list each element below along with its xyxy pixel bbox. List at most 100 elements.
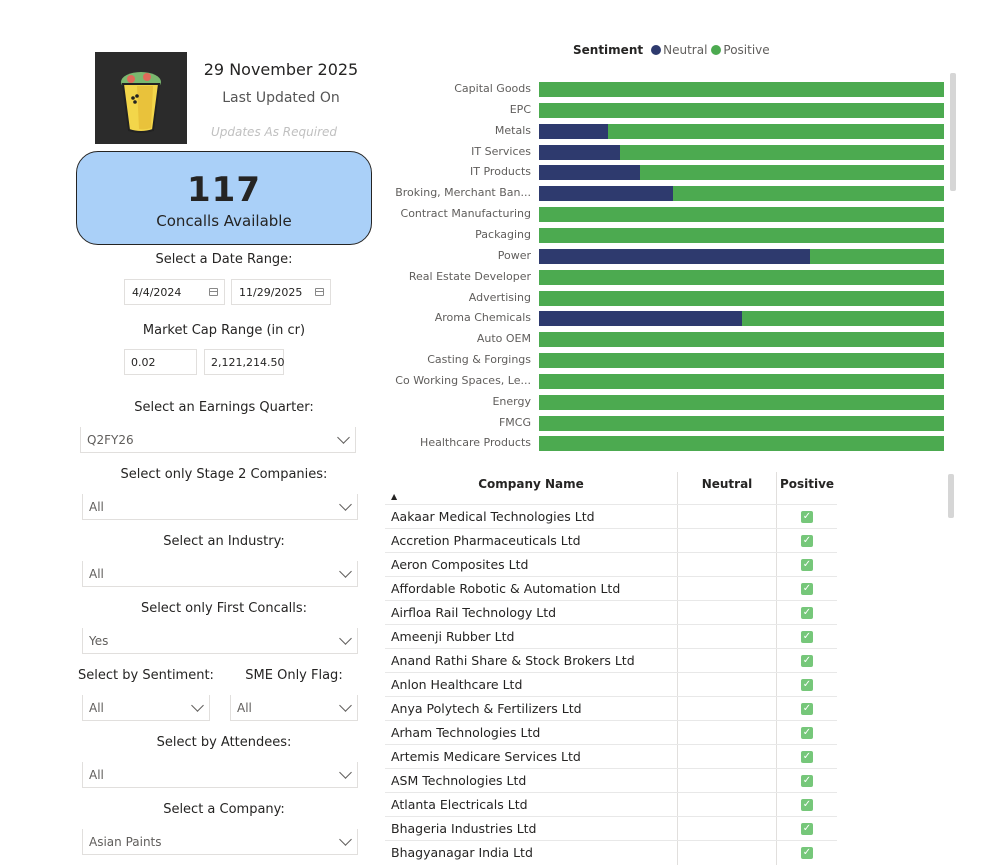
category-label: Healthcare Products <box>420 436 531 450</box>
first-concalls-dropdown[interactable]: Yes <box>82 628 358 654</box>
positive-segment[interactable] <box>620 144 944 160</box>
table-scrollbar[interactable] <box>948 474 954 518</box>
positive-segment[interactable] <box>539 394 944 410</box>
table-row[interactable]: Atlanta Electricals Ltd ✓ <box>385 792 837 817</box>
positive-segment[interactable] <box>539 82 944 97</box>
positive-segment[interactable] <box>607 123 944 139</box>
sentiment-bar[interactable] <box>539 353 944 369</box>
positive-segment[interactable] <box>741 311 944 327</box>
first-concalls-label: Select only First Concalls: <box>140 601 308 616</box>
chevron-down-icon[interactable] <box>339 766 352 779</box>
sentiment-bar[interactable] <box>539 311 944 327</box>
table-row[interactable]: Anya Polytech & Fertilizers Ltd ✓ <box>385 696 837 721</box>
chevron-down-icon[interactable] <box>337 431 350 444</box>
sentiment-bar[interactable] <box>539 102 944 118</box>
positive-segment[interactable] <box>672 186 944 202</box>
column-divider <box>776 769 777 793</box>
sentiment-bar[interactable] <box>539 227 944 243</box>
sentiment-bar[interactable] <box>539 269 944 285</box>
calendar-icon[interactable] <box>209 288 218 296</box>
company-dropdown[interactable]: Asian Paints <box>82 829 358 855</box>
table-row[interactable]: Airfloa Rail Technology Ltd ✓ <box>385 600 837 625</box>
column-header-company[interactable]: Company Name <box>478 477 584 491</box>
column-divider <box>677 529 678 553</box>
table-row[interactable]: Arham Technologies Ltd ✓ <box>385 720 837 745</box>
chevron-down-icon[interactable] <box>339 498 352 511</box>
sentiment-bar[interactable] <box>539 144 944 160</box>
legend-neutral[interactable]: Neutral <box>663 43 708 57</box>
sentiment-bar[interactable] <box>539 248 944 264</box>
sme-flag-dropdown[interactable]: All <box>230 695 358 721</box>
neutral-segment[interactable] <box>539 311 742 327</box>
earnings-quarter-dropdown[interactable]: Q2FY26 <box>80 427 356 453</box>
sort-ascending-icon[interactable]: ▲ <box>391 492 398 501</box>
sentiment-bar[interactable] <box>539 207 944 223</box>
table-row[interactable]: Aeron Composites Ltd ✓ <box>385 552 837 577</box>
neutral-segment[interactable] <box>539 186 673 202</box>
column-divider <box>677 553 678 577</box>
positive-segment[interactable] <box>539 102 944 118</box>
positive-segment[interactable] <box>539 269 944 285</box>
sentiment-bar[interactable] <box>539 123 944 139</box>
market-cap-min-input[interactable]: 0.02 <box>124 349 197 375</box>
legend-positive[interactable]: Positive <box>723 43 770 57</box>
chevron-down-icon[interactable] <box>339 699 352 712</box>
column-divider <box>776 697 777 721</box>
table-row[interactable]: Ameenji Rubber Ltd ✓ <box>385 624 837 649</box>
table-row[interactable]: Artemis Medicare Services Ltd ✓ <box>385 744 837 769</box>
sentiment-bar[interactable] <box>539 394 944 410</box>
company-value: Asian Paints <box>89 835 162 849</box>
positive-segment[interactable] <box>539 332 944 348</box>
positive-segment[interactable] <box>539 373 944 389</box>
company-name-cell: Bhageria Industries Ltd <box>391 821 537 836</box>
positive-segment[interactable] <box>539 207 944 223</box>
calendar-icon[interactable] <box>315 288 324 296</box>
table-row[interactable]: ASM Technologies Ltd ✓ <box>385 768 837 793</box>
neutral-segment[interactable] <box>539 144 620 160</box>
chevron-down-icon[interactable] <box>339 632 352 645</box>
category-label: Power <box>497 248 531 262</box>
positive-segment[interactable] <box>539 415 944 431</box>
column-header-positive[interactable]: Positive <box>779 477 835 491</box>
end-date-input[interactable]: 11/29/2025 <box>231 279 331 305</box>
positive-segment[interactable] <box>810 248 944 264</box>
company-name-cell: Bhagyanagar India Ltd <box>391 845 533 860</box>
neutral-segment[interactable] <box>539 123 608 139</box>
neutral-segment[interactable] <box>539 248 811 264</box>
sentiment-bar[interactable] <box>539 165 944 181</box>
sentiment-bar[interactable] <box>539 332 944 348</box>
sentiment-bar[interactable] <box>539 290 944 306</box>
sentiment-bar[interactable] <box>539 373 944 389</box>
attendees-dropdown[interactable]: All <box>82 762 358 788</box>
chevron-down-icon[interactable] <box>339 833 352 846</box>
neutral-segment[interactable] <box>539 165 641 181</box>
column-divider <box>776 625 777 649</box>
sentiment-dropdown[interactable]: All <box>82 695 210 721</box>
market-cap-max-input[interactable]: 2,121,214.50 <box>204 349 284 375</box>
positive-segment[interactable] <box>539 227 944 243</box>
column-divider <box>677 841 678 865</box>
chevron-down-icon[interactable] <box>339 565 352 578</box>
sentiment-bar[interactable] <box>539 415 944 431</box>
positive-segment[interactable] <box>539 436 944 452</box>
sentiment-bar[interactable] <box>539 82 944 97</box>
sentiment-bar[interactable] <box>539 436 944 452</box>
column-header-neutral[interactable]: Neutral <box>701 477 753 491</box>
table-row[interactable]: Affordable Robotic & Automation Ltd ✓ <box>385 576 837 601</box>
chevron-down-icon[interactable] <box>191 699 204 712</box>
industry-dropdown[interactable]: All <box>82 561 358 587</box>
table-row[interactable]: Accretion Pharmaceuticals Ltd ✓ <box>385 528 837 553</box>
positive-segment[interactable] <box>640 165 944 181</box>
start-date-input[interactable]: 4/4/2024 <box>124 279 225 305</box>
chart-scrollbar[interactable] <box>950 73 956 191</box>
table-row[interactable]: Bhagyanagar India Ltd ✓ <box>385 840 837 865</box>
sme-flag-value: All <box>237 701 252 715</box>
positive-segment[interactable] <box>539 353 944 369</box>
table-row[interactable]: Aakaar Medical Technologies Ltd ✓ <box>385 504 837 529</box>
positive-segment[interactable] <box>539 290 944 306</box>
table-row[interactable]: Anlon Healthcare Ltd ✓ <box>385 672 837 697</box>
table-row[interactable]: Anand Rathi Share & Stock Brokers Ltd ✓ <box>385 648 837 673</box>
sentiment-bar[interactable] <box>539 186 944 202</box>
table-row[interactable]: Bhageria Industries Ltd ✓ <box>385 816 837 841</box>
stage2-dropdown[interactable]: All <box>82 494 358 520</box>
